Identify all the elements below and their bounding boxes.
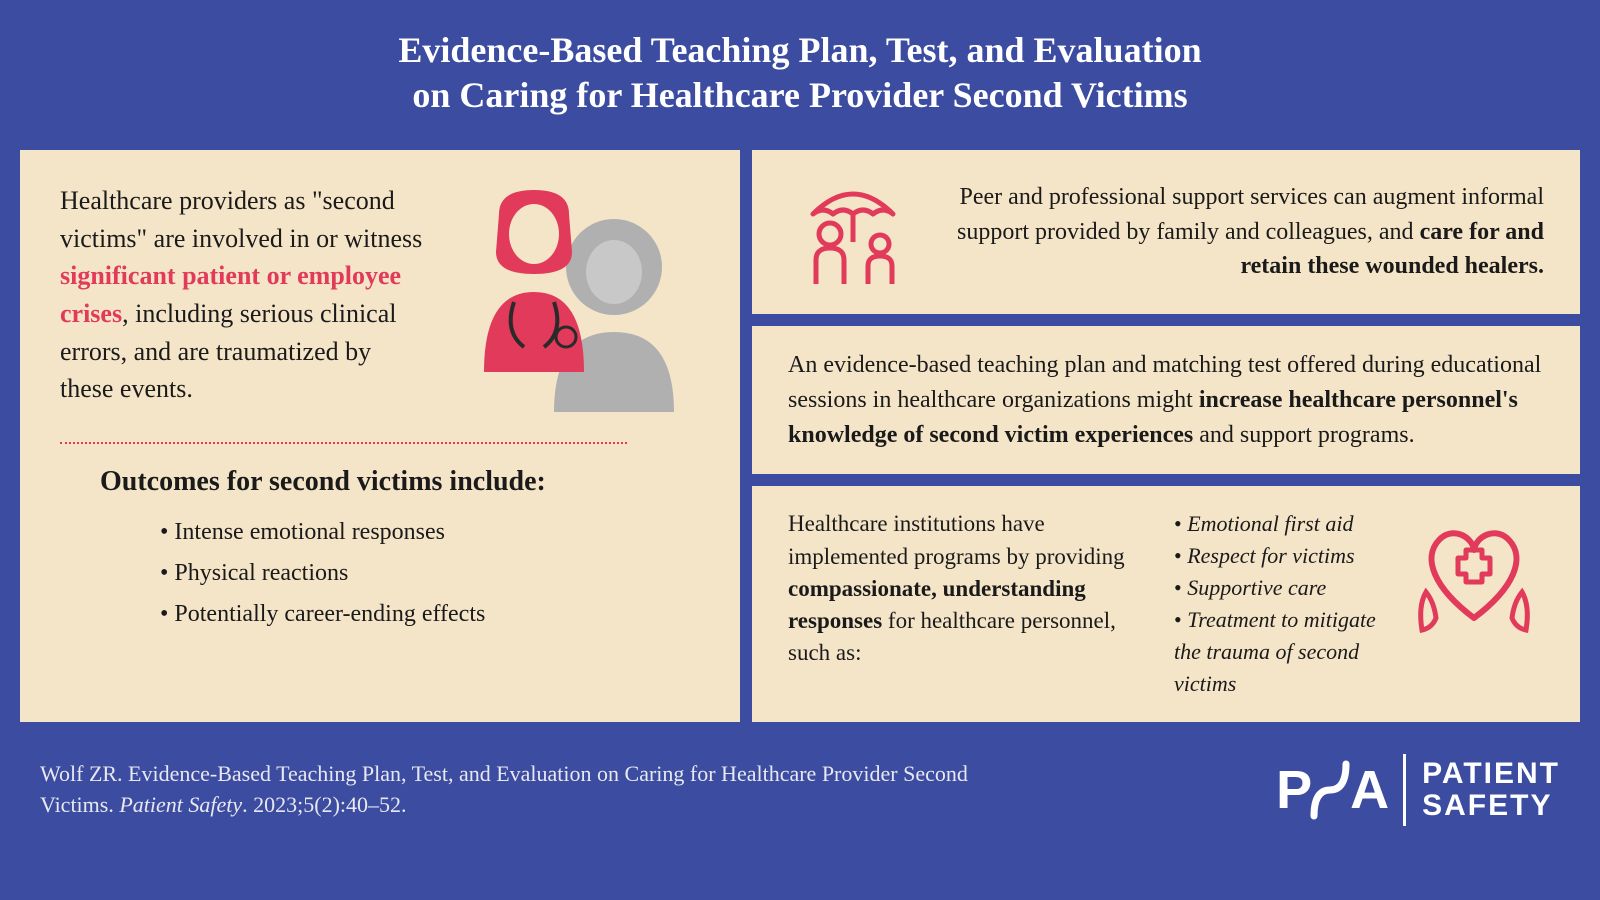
logo-p: P [1276, 759, 1310, 821]
definition-row: Healthcare providers as "second victims"… [60, 182, 704, 412]
outcomes-heading: Outcomes for second victims include: [100, 466, 704, 498]
logo-mark: P A [1276, 759, 1387, 821]
teaching-text: An evidence-based teaching plan and matc… [788, 348, 1544, 452]
page-title: Evidence-Based Teaching Plan, Test, and … [0, 0, 1600, 150]
logo-line-2: SAFETY [1422, 789, 1552, 822]
list-item: Physical reactions [160, 553, 704, 594]
citation: Wolf ZR. Evidence-Based Teaching Plan, T… [40, 759, 1040, 821]
teaching-panel: An evidence-based teaching plan and matc… [752, 326, 1580, 474]
list-item: Intense emotional responses [160, 512, 704, 553]
institutions-panel: Healthcare institutions have implemented… [752, 486, 1580, 721]
title-line-2: on Caring for Healthcare Provider Second… [412, 75, 1187, 115]
list-item: Treatment to mitigate the trauma of seco… [1174, 604, 1378, 700]
logo-swoosh-icon [1310, 760, 1350, 820]
definition-text: Healthcare providers as "second victims"… [60, 182, 426, 408]
support-panel: Peer and professional support services c… [752, 150, 1580, 314]
citation-journal: Patient Safety [119, 792, 242, 817]
institutions-list: Emotional first aid Respect for victims … [1174, 508, 1378, 699]
logo-a: A [1350, 759, 1387, 821]
psa-logo: P A PATIENT SAFETY [1276, 754, 1560, 826]
support-text: Peer and professional support services c… [954, 180, 1544, 284]
list-item: Respect for victims [1174, 540, 1378, 572]
nurse-patient-icon [444, 182, 704, 412]
heart-hands-icon [1404, 508, 1544, 638]
list-item: Potentially career-ending effects [160, 594, 704, 635]
list-item: Emotional first aid [1174, 508, 1378, 540]
teaching-post: and support programs. [1193, 422, 1414, 448]
inst-pre: Healthcare institutions have implemented… [788, 511, 1125, 568]
left-panel: Healthcare providers as "second victims"… [20, 150, 740, 722]
dotted-divider [60, 442, 627, 444]
logo-divider [1403, 754, 1406, 826]
citation-post: . 2023;5(2):40–52. [242, 792, 406, 817]
umbrella-people-icon [788, 172, 928, 292]
right-column: Peer and professional support services c… [752, 150, 1580, 722]
title-line-1: Evidence-Based Teaching Plan, Test, and … [398, 30, 1201, 70]
institutions-text: Healthcare institutions have implemented… [788, 508, 1148, 669]
list-item: Supportive care [1174, 572, 1378, 604]
content-area: Healthcare providers as "second victims"… [0, 150, 1600, 722]
logo-text: PATIENT SAFETY [1422, 758, 1560, 821]
logo-line-1: PATIENT [1422, 757, 1560, 790]
footer: Wolf ZR. Evidence-Based Teaching Plan, T… [0, 734, 1600, 846]
outcomes-list: Intense emotional responses Physical rea… [160, 512, 704, 634]
definition-pre: Healthcare providers as "second victims"… [60, 186, 422, 253]
